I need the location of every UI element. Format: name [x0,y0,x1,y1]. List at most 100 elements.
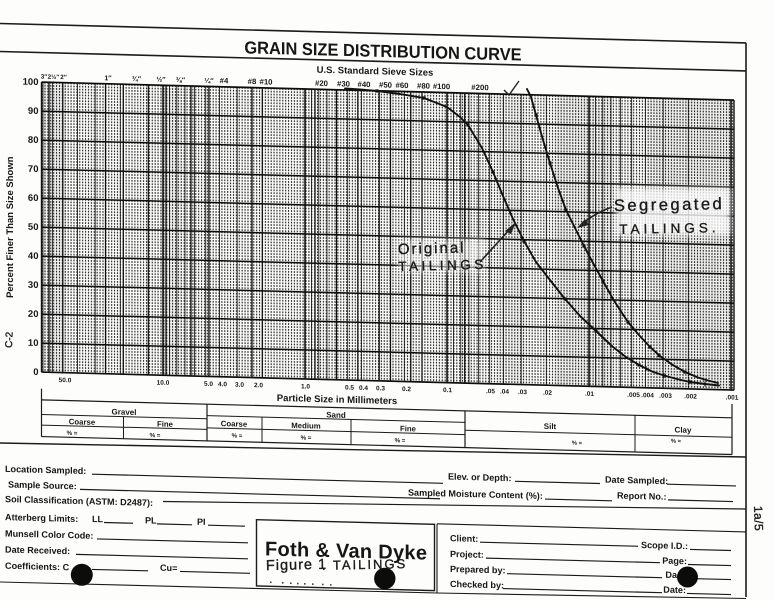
svg-text:1″: 1″ [104,75,112,82]
svg-text:Scope I.D.:: Scope I.D.: [641,540,688,551]
svg-text:.002: .002 [684,393,697,400]
svg-text:3″: 3″ [41,74,48,81]
svg-text:% =: % = [301,435,312,442]
svg-text:0.1: 0.1 [443,387,452,394]
svg-text:3.0: 3.0 [235,382,244,389]
svg-text:.02: .02 [543,390,552,397]
svg-text:#4: #4 [220,76,229,85]
svg-text:Fine: Fine [400,424,417,433]
svg-text:Cu=: Cu= [160,563,177,573]
svg-text:10: 10 [28,338,39,349]
svg-text:2.0: 2.0 [254,382,263,389]
svg-text:Silt: Silt [544,422,557,431]
svg-text:#40: #40 [357,80,371,89]
svg-text:50.0: 50.0 [59,377,72,384]
svg-text:Prepared by:: Prepared by: [450,564,506,575]
svg-text:Location Sampled:: Location Sampled: [5,464,86,476]
svg-text:% =: % = [232,433,243,440]
svg-text:Segregated: Segregated [614,195,725,215]
svg-text:. TAILINGS: . TAILINGS [322,556,408,573]
svg-text:5.0: 5.0 [204,381,213,388]
svg-text:PL: PL [145,515,157,525]
svg-text:Checked by:: Checked by: [450,579,504,590]
svg-text:2½″: 2½″ [48,73,60,81]
svg-text:0: 0 [33,367,38,378]
svg-text:Original: Original [398,239,466,258]
svg-text:LL: LL [92,514,104,524]
svg-text:Atterberg Limits:: Atterberg Limits: [5,512,78,524]
svg-text:30: 30 [28,280,39,291]
svg-text:.005: .005 [627,392,640,399]
svg-text:.003: .003 [659,393,672,400]
svg-text:1a/5: 1a/5 [751,506,766,532]
svg-text:20: 20 [28,309,39,320]
svg-text:#80: #80 [417,81,431,90]
svg-text:Fine: Fine [157,419,174,428]
svg-text:Date Received:: Date Received: [5,545,70,557]
svg-text:% =: % = [671,439,682,445]
svg-text:Figure 1: Figure 1 [266,557,328,574]
svg-text:0.5: 0.5 [345,384,354,391]
svg-text:Munsell Color Code:: Munsell Color Code: [5,529,93,541]
svg-text:Report No.:: Report No.: [617,491,667,502]
svg-text:¾″: ¾″ [132,75,142,83]
svg-text:Gravel: Gravel [112,407,137,417]
svg-text:.03: .03 [518,389,527,396]
svg-text:#60: #60 [395,81,409,90]
svg-text:Coarse: Coarse [221,419,248,429]
svg-text:#100: #100 [433,82,451,91]
svg-text:½″: ½″ [156,76,166,84]
svg-text:% =: % = [395,437,406,444]
svg-text:¼″: ¼″ [204,77,214,85]
svg-text:40: 40 [28,251,39,262]
svg-text:Sand: Sand [326,410,346,420]
svg-text:2″: 2″ [60,74,67,81]
svg-text:% =: % = [572,441,583,447]
svg-text:Medium: Medium [291,421,321,431]
svg-text:Da: Da [665,570,678,580]
svg-text:Coefficients: C: Coefficients: C [5,561,70,573]
svg-text:#50: #50 [379,80,393,89]
svg-text:Project:: Project: [450,549,484,560]
svg-text:90: 90 [28,106,39,117]
svg-text:Sample Source:: Sample Source: [8,480,77,492]
svg-text:80: 80 [28,135,39,146]
svg-text:Percent Finer Than Size Shown: Percent Finer Than Size Shown [5,156,16,298]
svg-text:0.2: 0.2 [402,386,411,393]
svg-text:#8: #8 [248,77,257,86]
svg-text:U.S. Standard Sieve Sizes: U.S. Standard Sieve Sizes [317,65,434,79]
svg-text:0.3: 0.3 [376,385,385,392]
svg-text:50: 50 [28,222,39,233]
svg-text:10.0: 10.0 [157,380,170,387]
svg-text:Soil Classification (ASTM: D24: Soil Classification (ASTM: D2487): [5,494,153,508]
svg-text:.05: .05 [486,388,495,395]
svg-text:TAILINGS: TAILINGS [398,257,487,274]
svg-text:Elev. or Depth:: Elev. or Depth: [448,472,511,484]
svg-text:Client:: Client: [450,533,478,544]
svg-text:Clay: Clay [675,425,692,434]
svg-text:#200: #200 [471,83,489,92]
svg-text:70: 70 [28,164,39,175]
svg-text:.01: .01 [585,391,594,398]
svg-text:.001: .001 [726,394,739,401]
svg-text:100: 100 [23,77,39,88]
svg-text:Page:: Page: [662,556,687,567]
svg-text:Date Sampled:: Date Sampled: [605,475,668,487]
svg-text:TAILINGS.: TAILINGS. [619,220,720,237]
svg-text:C-2: C-2 [4,331,16,348]
svg-text:60: 60 [28,193,39,204]
svg-text:% =: % = [67,430,78,437]
svg-text:Sampled Moisture Content (%):: Sampled Moisture Content (%): [408,488,543,502]
svg-text:#30: #30 [337,79,351,88]
svg-text:Date:: Date: [663,585,686,596]
svg-text:Coarse: Coarse [69,417,96,427]
svg-text:#10: #10 [259,77,273,86]
svg-text:% =: % = [150,432,161,439]
svg-text:PI: PI [197,517,206,527]
svg-text:.004: .004 [641,392,654,399]
svg-text:4.0: 4.0 [218,381,227,388]
svg-text:1.0: 1.0 [301,383,310,390]
svg-text:Particle Size in Millimeters: Particle Size in Millimeters [277,393,397,407]
svg-text:Foth & Van Dyke: Foth & Van Dyke [265,538,427,564]
svg-text:.04: .04 [500,389,509,396]
